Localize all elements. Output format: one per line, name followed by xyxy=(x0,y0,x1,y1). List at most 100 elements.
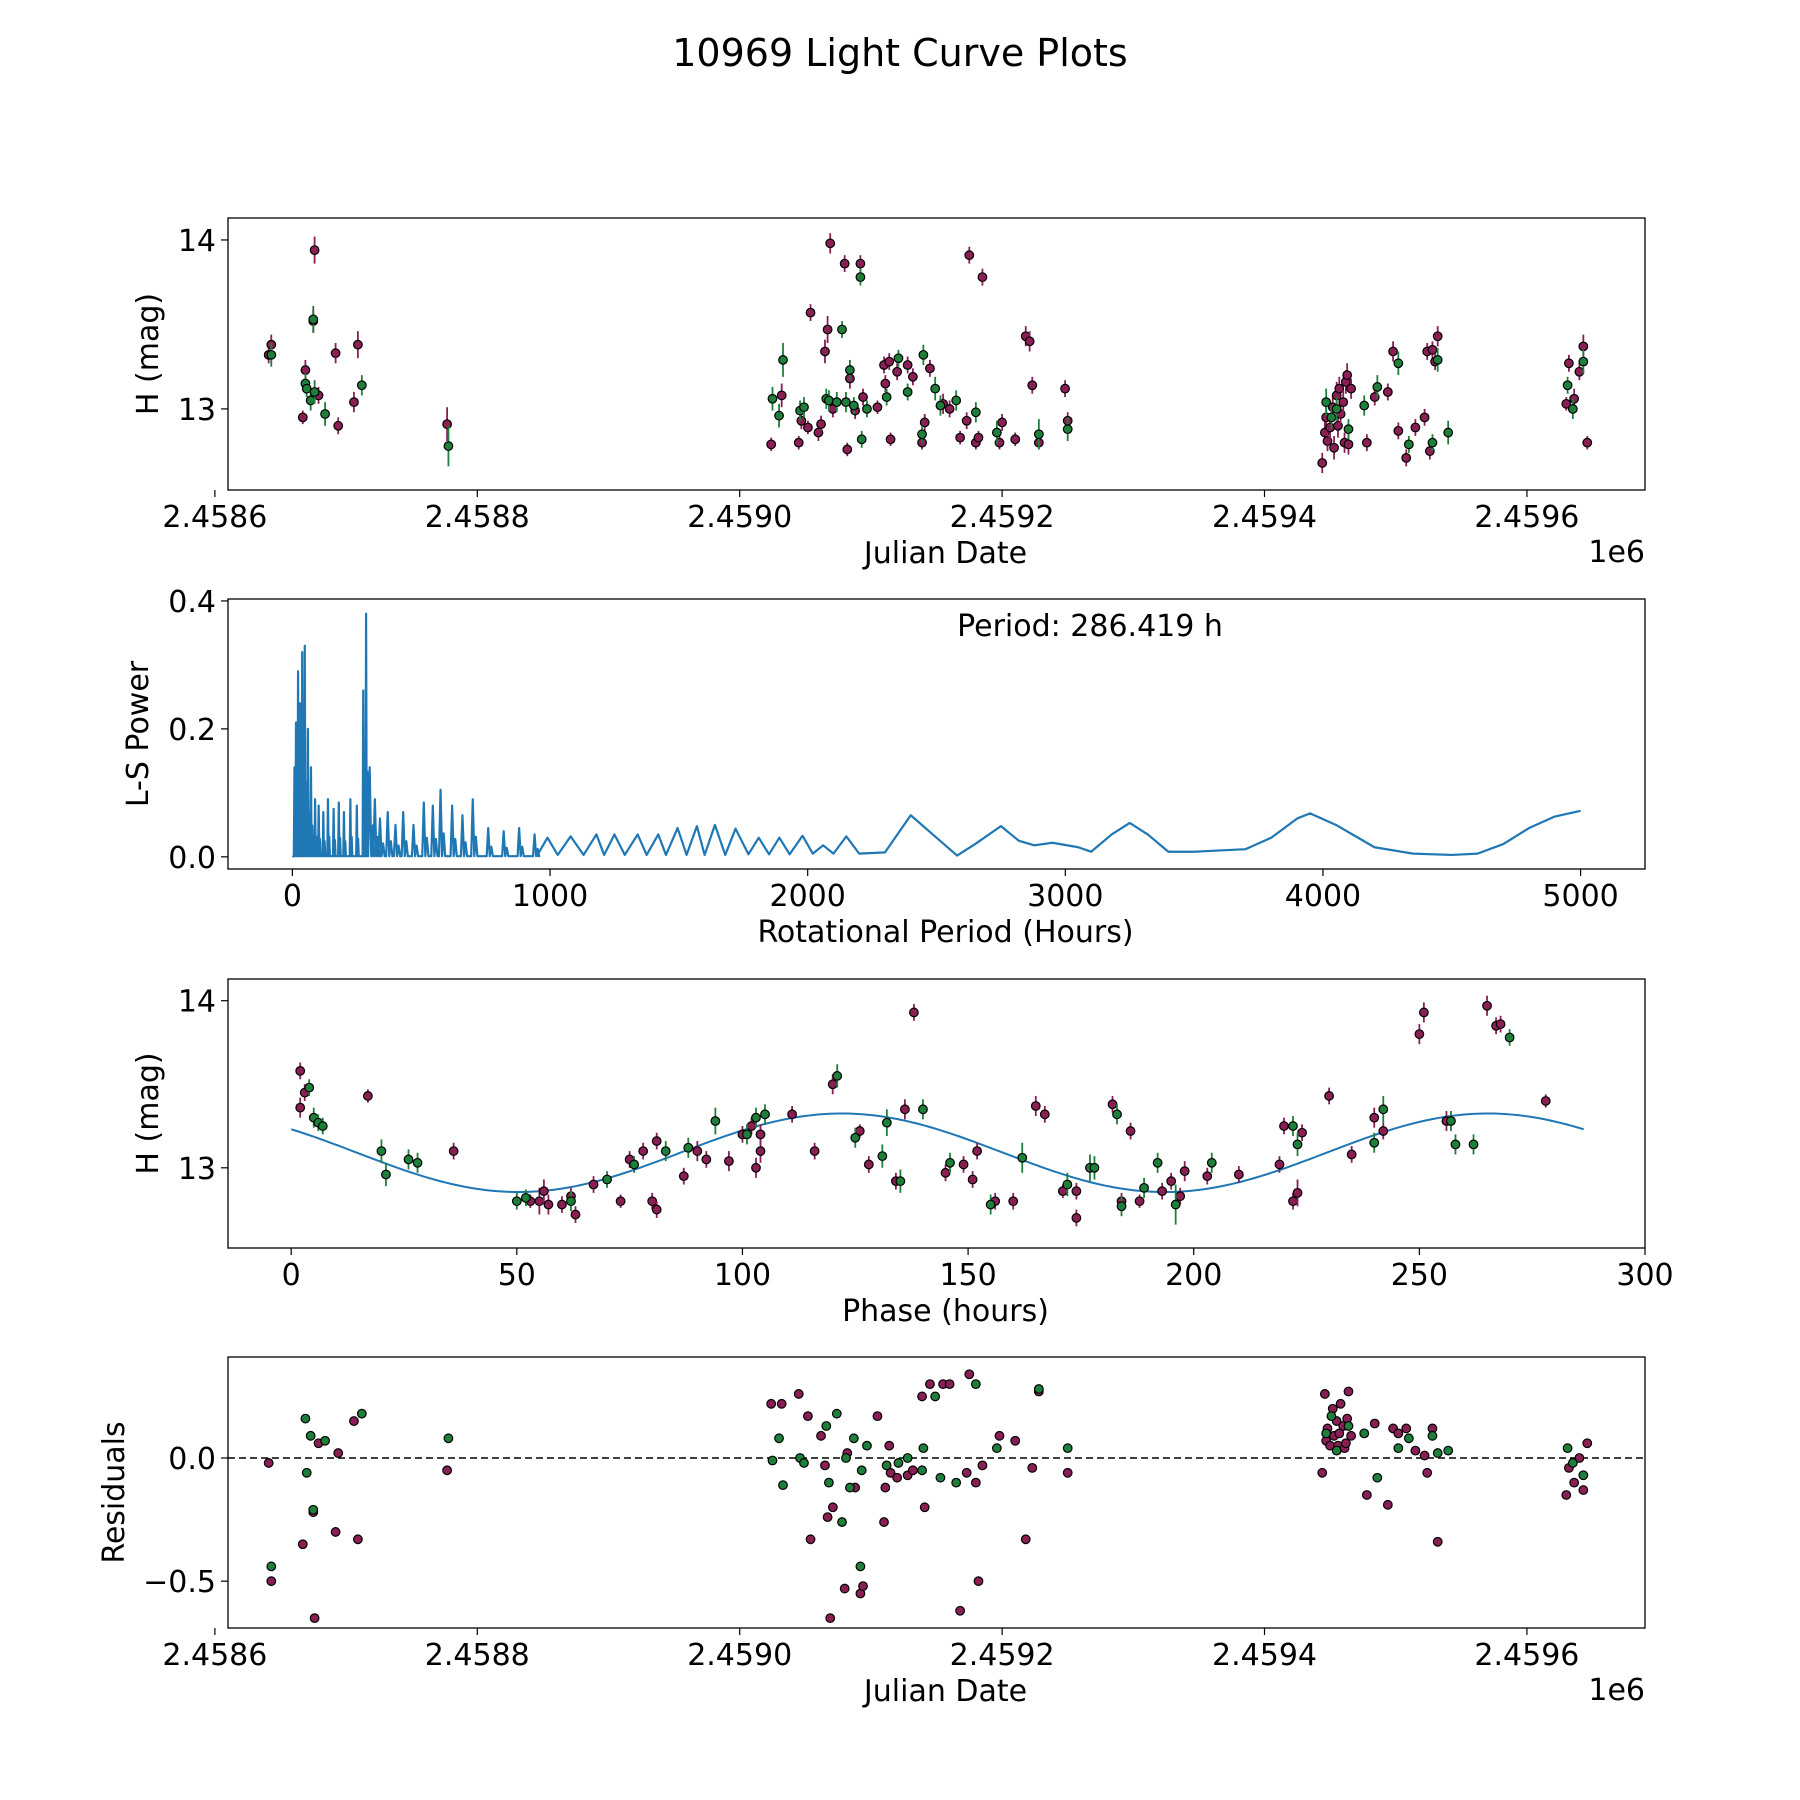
data-point xyxy=(994,1430,1005,1441)
data-point xyxy=(977,1460,988,1471)
data-point xyxy=(842,444,853,455)
data-point xyxy=(638,1146,649,1156)
data-point xyxy=(1419,1450,1430,1461)
x-axis-label: Julian Date xyxy=(862,1674,1027,1709)
data-point xyxy=(1495,1019,1506,1030)
data-point xyxy=(1446,1116,1456,1126)
data-point xyxy=(1321,397,1332,408)
data-point xyxy=(820,1460,830,1471)
data-point xyxy=(917,1391,927,1402)
data-point xyxy=(907,1465,918,1476)
data-point xyxy=(1388,346,1398,357)
data-point xyxy=(692,1146,703,1156)
data-point xyxy=(893,1458,904,1468)
data-point xyxy=(805,1534,816,1545)
data-point xyxy=(1033,1384,1044,1394)
data-point xyxy=(1401,1423,1412,1434)
data-point xyxy=(831,1408,842,1419)
plot-area xyxy=(263,233,1593,474)
data-point xyxy=(511,1196,522,1207)
data-point xyxy=(1427,1430,1438,1441)
data-point xyxy=(1361,437,1372,448)
data-point xyxy=(266,349,277,360)
data-point xyxy=(683,1142,694,1153)
data-point xyxy=(856,1465,867,1476)
data-point xyxy=(1419,412,1430,423)
data-point xyxy=(970,1379,981,1389)
data-point xyxy=(964,1369,975,1380)
data-point xyxy=(320,409,330,419)
data-point xyxy=(1062,1443,1073,1454)
x-tick-label: 2.4590 xyxy=(687,500,792,535)
data-point xyxy=(805,307,816,318)
data-point xyxy=(848,400,859,411)
data-point xyxy=(1578,341,1589,352)
y-tick-label: 0.4 xyxy=(168,585,216,620)
data-point xyxy=(1346,1430,1357,1441)
data-point xyxy=(1432,1448,1443,1458)
y-tick-label: 13 xyxy=(178,393,216,428)
data-point xyxy=(1112,1109,1122,1120)
data-point xyxy=(309,245,320,255)
data-point xyxy=(1427,344,1438,355)
data-point xyxy=(1329,442,1339,453)
data-point xyxy=(356,1408,367,1419)
data-point xyxy=(1030,1101,1041,1111)
data-point xyxy=(651,1204,662,1215)
data-point xyxy=(1562,380,1573,391)
data-point xyxy=(822,1512,833,1523)
data-point xyxy=(955,1605,966,1616)
data-point xyxy=(1443,1445,1454,1456)
data-point xyxy=(1401,453,1412,463)
data-point xyxy=(297,412,308,423)
data-point xyxy=(295,1065,306,1076)
data-point xyxy=(376,1146,387,1156)
data-point xyxy=(1359,400,1370,411)
data-point xyxy=(1578,356,1589,367)
data-point xyxy=(825,1613,836,1624)
data-point xyxy=(678,1171,689,1182)
data-point xyxy=(796,415,807,426)
x-tick-label: 2.4588 xyxy=(425,1638,530,1673)
data-point xyxy=(1027,1462,1038,1473)
data-point xyxy=(1334,383,1345,394)
residuals-panel: 2.4586 2.4588 2.4590 2.4592 2.4594 2.4596 −0.5… xyxy=(97,1356,1646,1709)
data-point xyxy=(961,1467,972,1478)
data-point xyxy=(967,1174,978,1185)
data-point xyxy=(1062,1179,1073,1190)
data-point xyxy=(1206,1157,1217,1168)
data-point xyxy=(918,1104,928,1115)
data-point xyxy=(1393,1443,1404,1454)
data-point xyxy=(381,1169,391,1180)
data-point xyxy=(1008,1196,1019,1207)
data-point xyxy=(352,339,363,350)
data-point xyxy=(330,348,341,359)
data-point xyxy=(300,365,311,375)
data-point xyxy=(973,432,984,443)
data-point xyxy=(1414,1029,1425,1040)
data-point xyxy=(1134,1196,1145,1207)
data-point xyxy=(442,1465,453,1476)
data-point xyxy=(1027,380,1038,391)
data-point xyxy=(970,407,981,418)
data-point xyxy=(879,1517,889,1527)
data-point xyxy=(297,1539,308,1550)
data-point xyxy=(1335,1398,1346,1409)
data-point xyxy=(893,353,904,364)
data-point xyxy=(349,1416,359,1426)
data-point xyxy=(793,1389,804,1399)
data-point xyxy=(778,1480,788,1491)
data-point xyxy=(925,363,935,374)
data-point xyxy=(1369,1418,1380,1429)
data-point xyxy=(309,387,320,397)
data-point xyxy=(821,1421,832,1431)
phased-lightcurve-panel: 0 50 100 150 200 250 300 13 14 Phase (hours) H (ma… xyxy=(131,978,1674,1329)
x-tick-label: 200 xyxy=(1165,1258,1222,1293)
data-point xyxy=(917,429,927,440)
data-point xyxy=(858,392,868,402)
data-point xyxy=(872,402,883,413)
data-point xyxy=(760,1109,770,1120)
data-point xyxy=(1033,429,1044,440)
data-point xyxy=(448,1146,459,1156)
